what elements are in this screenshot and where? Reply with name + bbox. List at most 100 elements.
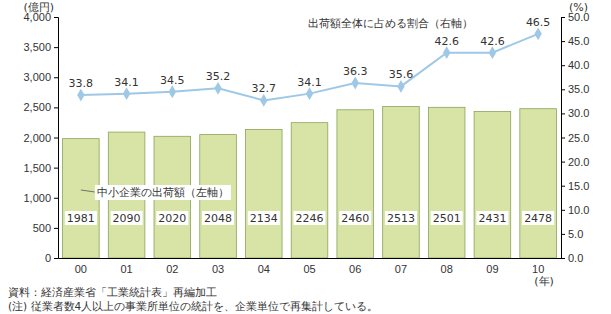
y-tick-mark <box>54 168 58 169</box>
marker <box>123 87 130 100</box>
x-tick-label: 06 <box>349 263 361 275</box>
y-tick: 2,500 <box>23 101 58 113</box>
bar-label: 2513 <box>387 212 415 225</box>
y2-tick-mark <box>561 113 565 114</box>
x-tick: 08 <box>441 258 453 275</box>
y-tick: 2,000 <box>23 132 58 144</box>
y-tick-mark <box>54 258 58 259</box>
data-label-bg <box>111 211 143 225</box>
x-tick: 09 <box>486 258 498 275</box>
y-tick-mark <box>54 77 58 78</box>
bar <box>474 112 511 258</box>
line-label: 34.5 <box>160 74 185 87</box>
y-tick-label: 3,000 <box>23 71 51 83</box>
y-tick-label: 1,000 <box>23 192 51 204</box>
bar <box>337 110 374 258</box>
chart: 05001,0001,5002,0002,5003,0003,5004,0000… <box>0 0 611 314</box>
x-tick-label: 03 <box>212 263 224 275</box>
bar-label: 2048 <box>204 212 232 225</box>
y2-axis: 0.05.010.015.020.025.030.035.040.045.050… <box>561 11 589 264</box>
data-label-bg <box>202 211 234 225</box>
y2-tick-label: 25.0 <box>568 132 589 144</box>
y2-tick-label: 40.0 <box>568 59 589 71</box>
x-tick-label: 04 <box>258 263 270 275</box>
y2-tick-label: 5.0 <box>568 228 583 240</box>
y2-tick: 25.0 <box>561 132 589 144</box>
bar-label: 2134 <box>250 212 278 225</box>
source: 資料：経済産業省「工業統計表」再編加工 <box>8 286 217 298</box>
y2-tick-label: 45.0 <box>568 35 589 47</box>
y-tick-label: 0 <box>45 252 51 264</box>
series-annotation: 中小企業の出荷額（左軸） <box>97 186 229 199</box>
y-axis-title: (億円) <box>23 1 54 14</box>
line-label: 34.1 <box>297 76 322 89</box>
y-tick-mark <box>54 17 58 18</box>
x-tick-label: 10 <box>532 263 544 275</box>
marker <box>352 77 359 90</box>
line-label: 34.1 <box>114 76 139 89</box>
y2-tick-mark <box>561 186 565 187</box>
y2-tick-mark <box>561 210 565 211</box>
marks <box>63 27 557 258</box>
y-tick-label: 2,000 <box>23 132 51 144</box>
marker <box>260 94 267 107</box>
x-tick-label: 07 <box>395 263 407 275</box>
x-tick: 02 <box>166 258 178 275</box>
x-axis: 0001020304050607080910 <box>59 258 562 275</box>
x-tick: 06 <box>349 258 361 275</box>
y2-tick-mark <box>561 41 565 42</box>
bar-label: 2090 <box>113 212 141 225</box>
y-tick-mark <box>54 138 58 139</box>
y2-tick-mark <box>561 65 565 66</box>
bar <box>63 139 100 258</box>
x-tick-label: 05 <box>303 263 315 275</box>
y2-tick-mark <box>561 258 565 259</box>
x-tick-label: 08 <box>441 263 453 275</box>
y-tick-label: 500 <box>33 222 51 234</box>
y2-tick-mark <box>561 234 565 235</box>
y-tick: 0 <box>45 252 58 264</box>
x-tick: 07 <box>395 258 407 275</box>
y2-tick: 0.0 <box>561 252 583 264</box>
y2-tick-label: 20.0 <box>568 156 589 168</box>
x-axis-line <box>59 258 562 259</box>
data-label-bg <box>476 211 508 225</box>
bar <box>520 109 557 258</box>
marker <box>397 80 404 93</box>
bar-label: 1981 <box>67 212 95 225</box>
y2-tick: 45.0 <box>561 35 589 47</box>
x-tick: 00 <box>75 258 87 275</box>
y-tick-mark <box>54 198 58 199</box>
x-tick: 10 <box>532 258 544 275</box>
x-tick-label: 00 <box>75 263 87 275</box>
data-label-bg <box>431 211 463 225</box>
line-label: 35.6 <box>389 68 414 81</box>
marker <box>306 87 313 100</box>
y2-tick-mark <box>561 89 565 90</box>
bar-label: 2246 <box>296 212 324 225</box>
y-tick: 1,000 <box>23 192 58 204</box>
data-label-bg <box>248 211 280 225</box>
y-axis-line <box>54 18 59 259</box>
y2-tick: 5.0 <box>561 228 583 240</box>
y2-tick: 10.0 <box>561 204 589 216</box>
y2-tick-label: 15.0 <box>568 180 589 192</box>
bar-label: 2431 <box>478 212 506 225</box>
y2-tick: 20.0 <box>561 156 589 168</box>
line-label: 33.8 <box>69 77 94 90</box>
y2-tick-label: 30.0 <box>568 107 589 119</box>
y2-tick-label: 35.0 <box>568 83 589 95</box>
data-label-bg <box>65 211 97 225</box>
y2-tick: 15.0 <box>561 180 589 192</box>
series-annotation: 出荷額全体に占める割合（右軸） <box>308 17 473 30</box>
y-tick: 3,500 <box>23 41 58 53</box>
annotation-bg <box>95 185 231 200</box>
y2-tick: 30.0 <box>561 107 589 119</box>
bar-label: 2460 <box>341 212 369 225</box>
marker <box>534 27 541 40</box>
bar-label: 2020 <box>158 212 186 225</box>
marker <box>443 46 450 59</box>
y-axis: 05001,0001,5002,0002,5003,0003,5004,000 <box>23 11 58 264</box>
data-label-bg <box>294 211 326 225</box>
bar-label: 2478 <box>524 212 552 225</box>
